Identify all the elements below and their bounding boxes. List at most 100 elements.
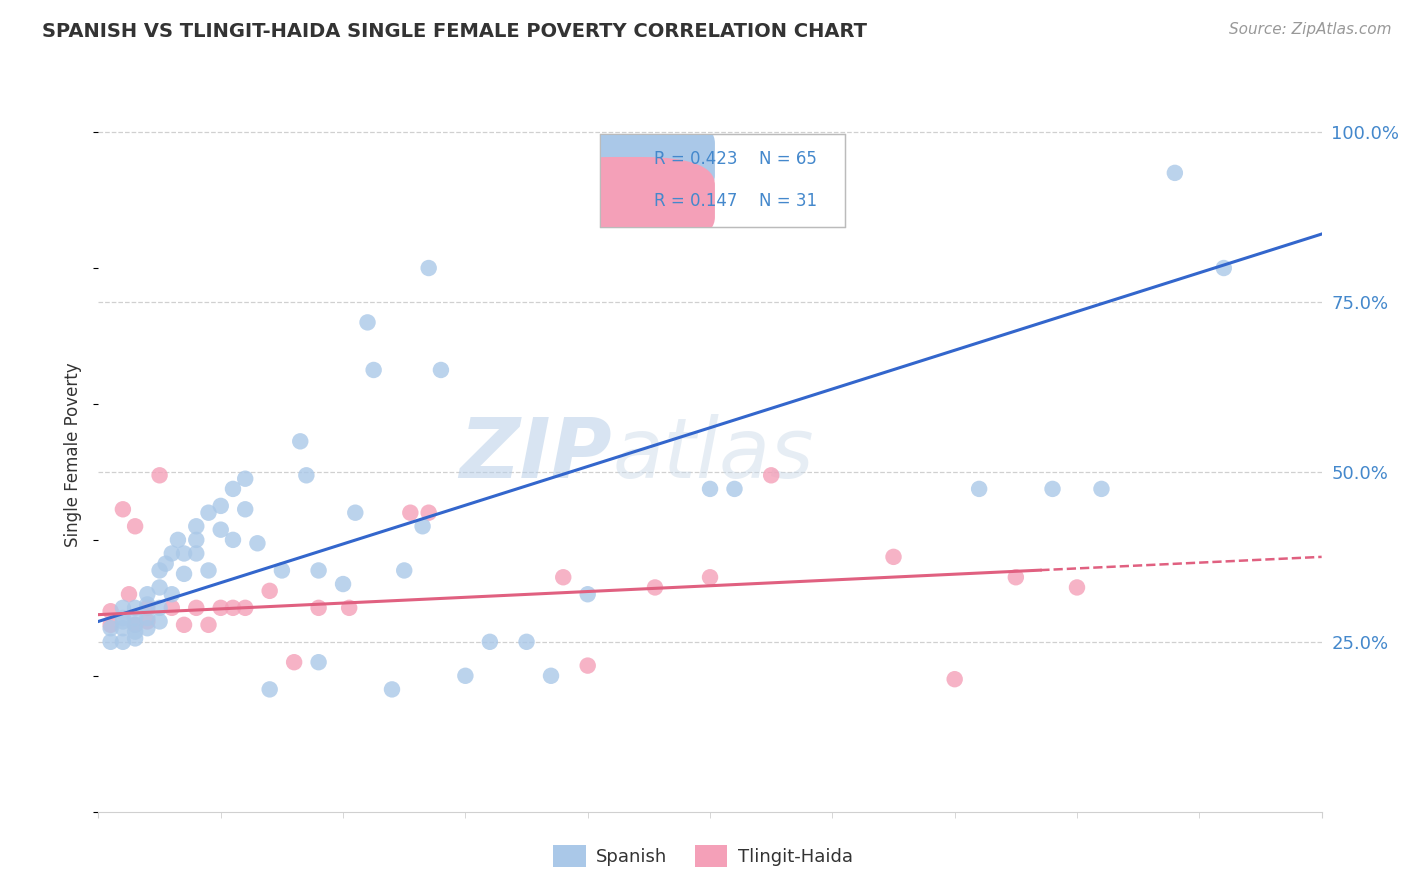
Legend: Spanish, Tlingit-Haida: Spanish, Tlingit-Haida xyxy=(546,838,860,874)
Point xyxy=(124,519,146,533)
Point xyxy=(136,600,159,615)
Point xyxy=(270,564,294,578)
Text: Source: ZipAtlas.com: Source: ZipAtlas.com xyxy=(1229,22,1392,37)
Point xyxy=(136,598,159,612)
Point xyxy=(283,655,305,669)
Point xyxy=(1042,482,1064,496)
Point xyxy=(186,533,208,547)
Point xyxy=(381,682,404,697)
Point xyxy=(418,260,440,275)
Point xyxy=(344,506,367,520)
Point xyxy=(576,587,599,601)
Point xyxy=(553,570,575,584)
Point xyxy=(124,600,146,615)
Point xyxy=(233,502,256,516)
Point xyxy=(186,600,208,615)
Point xyxy=(576,658,599,673)
Point xyxy=(222,482,245,496)
Point xyxy=(111,611,134,625)
Point xyxy=(723,482,745,496)
Point xyxy=(160,600,183,615)
Point xyxy=(209,523,232,537)
Point xyxy=(186,519,208,533)
Point xyxy=(111,600,134,615)
Point xyxy=(222,533,245,547)
Point xyxy=(186,546,208,560)
Point xyxy=(332,577,354,591)
Point xyxy=(111,635,134,649)
Point xyxy=(290,434,312,449)
Point xyxy=(100,621,122,635)
Point xyxy=(136,615,159,629)
Text: atlas: atlas xyxy=(612,415,814,495)
FancyBboxPatch shape xyxy=(538,115,714,203)
Point xyxy=(259,682,281,697)
Point xyxy=(100,617,122,632)
Point xyxy=(160,587,183,601)
Point xyxy=(308,564,330,578)
Point xyxy=(308,600,330,615)
Point xyxy=(246,536,269,550)
Text: SPANISH VS TLINGIT-HAIDA SINGLE FEMALE POVERTY CORRELATION CHART: SPANISH VS TLINGIT-HAIDA SINGLE FEMALE P… xyxy=(42,22,868,41)
Point xyxy=(149,600,172,615)
Point xyxy=(222,600,245,615)
Point xyxy=(699,570,721,584)
Point xyxy=(392,564,416,578)
Point xyxy=(136,587,159,601)
Point xyxy=(1212,260,1234,275)
Point xyxy=(1004,570,1026,584)
Point xyxy=(100,604,122,618)
Point xyxy=(761,468,783,483)
Point xyxy=(155,557,177,571)
Point xyxy=(209,600,232,615)
Y-axis label: Single Female Poverty: Single Female Poverty xyxy=(65,363,83,547)
Point xyxy=(356,315,378,329)
Point xyxy=(699,482,721,496)
Point xyxy=(160,546,183,560)
Point xyxy=(478,635,501,649)
Point xyxy=(1066,581,1088,595)
Point xyxy=(124,617,146,632)
Point xyxy=(167,533,190,547)
Point xyxy=(259,583,281,598)
Point xyxy=(118,587,141,601)
Text: N = 65: N = 65 xyxy=(759,151,817,169)
Point xyxy=(149,581,172,595)
Point xyxy=(173,617,195,632)
Point xyxy=(124,632,146,646)
Point xyxy=(209,499,232,513)
Point xyxy=(430,363,453,377)
Point xyxy=(149,468,172,483)
Point xyxy=(233,600,256,615)
Point xyxy=(136,621,159,635)
Point xyxy=(111,621,134,635)
Point xyxy=(149,615,172,629)
Point xyxy=(295,468,318,483)
Point xyxy=(124,624,146,639)
Point xyxy=(197,617,219,632)
Point xyxy=(883,549,905,564)
Point xyxy=(418,506,440,520)
Point xyxy=(173,566,195,581)
Point xyxy=(197,564,219,578)
Point xyxy=(111,615,134,629)
FancyBboxPatch shape xyxy=(538,157,714,245)
Point xyxy=(100,635,122,649)
Text: R = 0.423: R = 0.423 xyxy=(654,151,737,169)
Text: R = 0.147: R = 0.147 xyxy=(654,192,737,210)
Point xyxy=(124,611,146,625)
Point xyxy=(308,655,330,669)
Point xyxy=(1164,166,1187,180)
Point xyxy=(363,363,385,377)
Point xyxy=(1090,482,1112,496)
Point xyxy=(967,482,990,496)
Point xyxy=(454,669,477,683)
Text: N = 31: N = 31 xyxy=(759,192,817,210)
Point xyxy=(515,635,537,649)
Point xyxy=(540,669,562,683)
Point xyxy=(337,600,360,615)
Point xyxy=(124,617,146,632)
Point xyxy=(197,506,219,520)
Point xyxy=(111,502,134,516)
Point xyxy=(399,506,422,520)
